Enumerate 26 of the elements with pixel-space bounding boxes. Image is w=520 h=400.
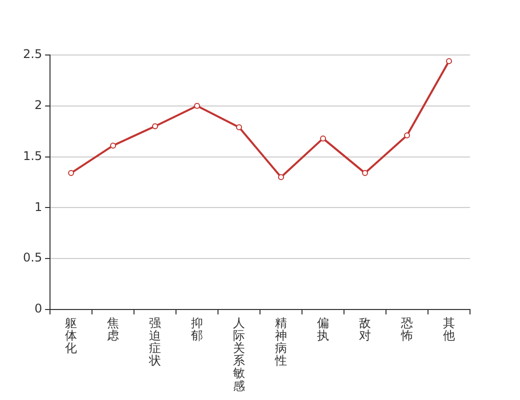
- point: [278, 174, 284, 180]
- y-tick-label: 1: [34, 200, 42, 214]
- y-tick-label: 2: [34, 98, 42, 112]
- point: [110, 142, 116, 149]
- y-tick-label: 1.5: [22, 148, 42, 163]
- point: [404, 132, 410, 138]
- x-tick-label: 躯体化: [65, 316, 78, 356]
- x-tick-label: 人际关系敏感: [233, 316, 246, 393]
- point: [362, 170, 368, 176]
- x-tick-label: 偏执: [317, 316, 330, 342]
- x-tick-label: 焦虑: [107, 316, 120, 342]
- x-tick-label: 其他: [443, 316, 456, 342]
- x-tick-label: 敌对: [359, 316, 372, 342]
- x-tick-label: 恐怖: [400, 316, 414, 342]
- y-tick-label: 0.5: [22, 250, 42, 265]
- point: [68, 170, 74, 176]
- point: [236, 124, 242, 130]
- point: [446, 58, 452, 64]
- y-tick-label: 2.5: [22, 47, 42, 62]
- point: [152, 123, 158, 130]
- point: [320, 135, 326, 142]
- x-tick-label: 强迫症状: [148, 316, 162, 368]
- x-tick-label: 精神病性: [274, 316, 288, 368]
- point: [194, 102, 200, 109]
- y-tick-label: 0: [34, 302, 42, 316]
- x-tick-label: 抑郁: [191, 316, 204, 342]
